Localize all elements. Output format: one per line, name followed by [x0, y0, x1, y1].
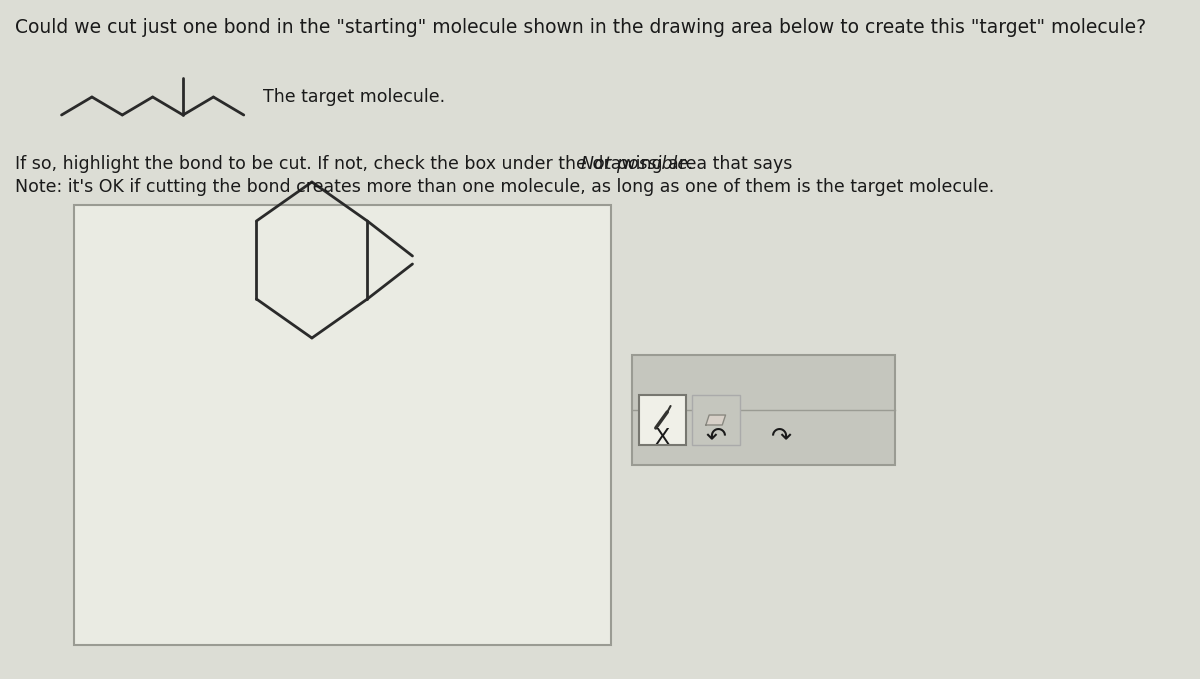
Text: Could we cut just one bond in the "starting" molecule shown in the drawing area : Could we cut just one bond in the "start…	[14, 18, 1146, 37]
Text: If so, highlight the bond to be cut. If not, check the box under the drawing are: If so, highlight the bond to be cut. If …	[14, 155, 798, 173]
Text: Not possible.: Not possible.	[581, 155, 694, 173]
Polygon shape	[706, 415, 726, 425]
Text: ↶: ↶	[706, 426, 726, 449]
Text: ↷: ↷	[770, 426, 792, 449]
Text: The target molecule.: The target molecule.	[263, 88, 445, 106]
Text: Note: it's OK if cutting the bond creates more than one molecule, as long as one: Note: it's OK if cutting the bond create…	[14, 178, 994, 196]
Bar	[692, 395, 739, 445]
Bar	[74, 205, 612, 645]
Bar	[638, 395, 686, 445]
Text: X: X	[655, 428, 670, 447]
Bar	[632, 355, 895, 465]
